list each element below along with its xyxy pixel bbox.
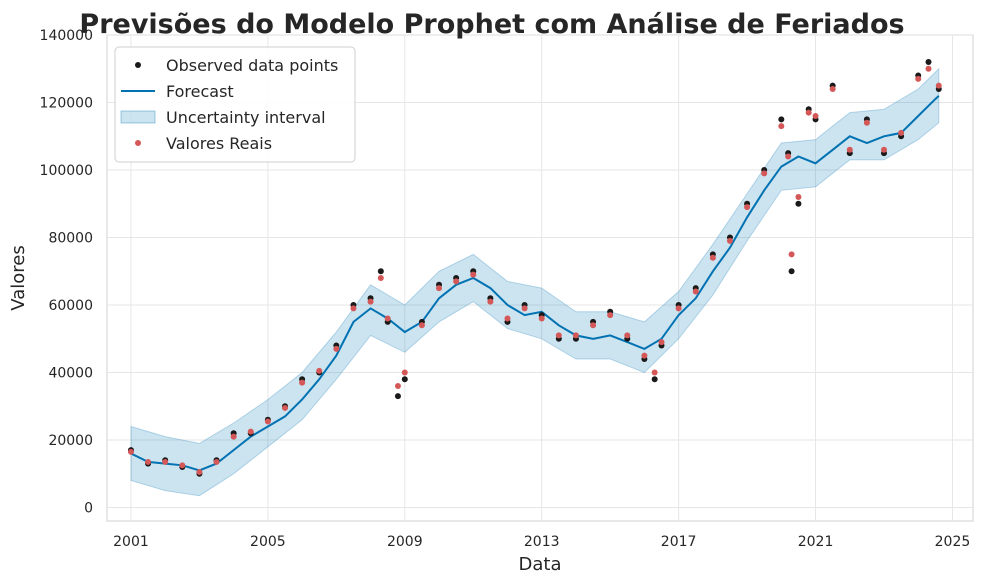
real-value-point: [778, 123, 785, 130]
real-value-point: [350, 305, 357, 312]
x-tick-label: 2017: [661, 534, 697, 550]
y-tick-label: 100000: [40, 163, 93, 179]
x-tick-label: 2001: [113, 534, 149, 550]
x-tick-label: 2013: [524, 534, 560, 550]
y-axis-label: Valores: [8, 245, 29, 310]
real-value-point: [744, 204, 751, 211]
legend-uncertainty-label: Uncertainty interval: [166, 108, 326, 127]
legend-uncertainty-marker: [120, 110, 156, 124]
real-value-point: [675, 305, 682, 312]
real-value-point: [846, 146, 853, 153]
real-value-point: [401, 369, 408, 376]
real-value-point: [658, 339, 665, 346]
real-value-point: [333, 345, 340, 352]
real-value-point: [521, 305, 528, 312]
real-value-point: [898, 129, 905, 136]
legend-forecast-label: Forecast: [166, 82, 234, 101]
real-value-point: [935, 82, 942, 89]
real-value-point: [788, 251, 795, 258]
real-value-point: [925, 65, 932, 72]
x-tick-label: 2021: [798, 534, 834, 550]
real-value-point: [785, 153, 792, 160]
real-value-point: [692, 288, 699, 295]
real-value-point: [863, 119, 870, 126]
real-value-point: [213, 458, 220, 465]
uncertainty-area: [130, 67, 940, 497]
real-value-point: [504, 315, 511, 322]
real-value-point: [812, 113, 819, 119]
real-value-point: [572, 332, 579, 339]
real-value-point: [651, 369, 658, 376]
real-value-point: [915, 75, 922, 82]
legend-real-label: Valores Reais: [166, 134, 272, 153]
real-value-point: [726, 237, 733, 244]
real-value-point: [418, 322, 425, 329]
real-value-point: [590, 322, 597, 329]
y-axis-ticks: 0 20000 40000 60000 80000 100000 120000 140000: [40, 28, 93, 517]
x-tick-label: 2005: [250, 534, 286, 550]
real-value-point: [127, 448, 134, 455]
real-value-point: [881, 146, 888, 153]
observed-point: [394, 393, 401, 400]
real-value-point: [453, 278, 460, 285]
forecast-line: [130, 95, 940, 472]
observed-point: [377, 268, 384, 275]
legend-real-marker: [135, 140, 141, 146]
chart-title: Previsões do Modelo Prophet com Análise …: [79, 9, 904, 40]
real-value-point: [487, 298, 494, 305]
real-value-point: [196, 469, 203, 476]
real-value-point: [394, 383, 401, 389]
observed-point: [778, 116, 785, 123]
legend-box: [114, 46, 356, 163]
real-value-point: [367, 298, 374, 305]
real-value-point: [607, 312, 614, 319]
legend-observed-label: Observed data points: [166, 56, 338, 75]
forecast-series-line: [130, 95, 940, 472]
y-tick-label: 140000: [40, 28, 93, 44]
observed-point: [925, 59, 932, 65]
y-tick-label: 120000: [40, 96, 93, 112]
real-value-point: [805, 109, 812, 116]
real-value-point: [709, 254, 716, 261]
x-axis-label: Data: [519, 554, 562, 575]
y-tick-label: 20000: [48, 433, 93, 449]
real-value-point: [145, 458, 152, 465]
real-value-point: [761, 170, 768, 177]
x-axis-ticks: 2001 2005 2009 2013 2017 2021 2025: [113, 534, 970, 550]
real-value-point: [281, 404, 288, 411]
observed-point: [651, 376, 658, 383]
x-tick-label: 2009: [387, 534, 423, 550]
legend-observed-marker: [135, 62, 141, 68]
uncertainty-band: [130, 67, 940, 497]
y-tick-label: 40000: [48, 366, 93, 382]
x-tick-label: 2025: [935, 534, 971, 550]
observed-point: [401, 376, 408, 383]
observed-point: [795, 200, 802, 207]
real-value-point: [555, 332, 562, 339]
y-tick-label: 0: [84, 501, 93, 517]
real-value-point: [299, 379, 306, 386]
real-value-point: [470, 271, 477, 278]
real-value-point: [162, 458, 169, 465]
observed-point: [788, 268, 795, 275]
y-tick-label: 60000: [48, 298, 93, 314]
real-value-point: [264, 418, 271, 425]
real-value-point: [377, 275, 384, 281]
real-value-point: [179, 462, 186, 469]
real-value-point: [384, 315, 391, 322]
real-value-point: [247, 428, 254, 435]
real-value-point: [641, 352, 648, 359]
real-value-point: [538, 315, 545, 322]
real-value-point: [436, 285, 443, 292]
real-value-point: [624, 332, 631, 339]
y-tick-label: 80000: [48, 231, 93, 247]
legend: Observed data points Forecast Uncertaint…: [114, 46, 356, 163]
real-value-point: [795, 194, 802, 200]
real-values-points: [127, 65, 942, 476]
real-value-point: [316, 367, 323, 374]
real-value-point: [230, 433, 237, 440]
real-value-point: [829, 86, 836, 92]
